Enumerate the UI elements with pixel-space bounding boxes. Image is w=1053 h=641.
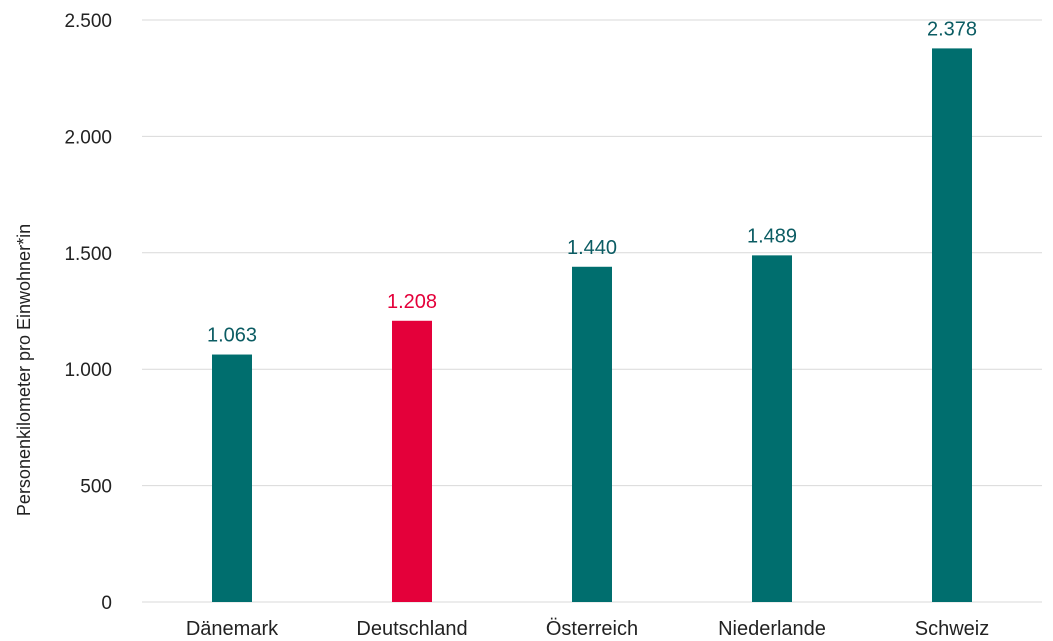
- x-category-label: Schweiz: [915, 618, 989, 640]
- bar: [572, 266, 612, 602]
- x-category-label: Deutschland: [356, 618, 467, 640]
- bar: [212, 354, 252, 602]
- bar-value-label: 1.489: [747, 225, 797, 247]
- x-axis-categories: Dänemark Deutschland Österreich Niederlande…: [186, 618, 989, 640]
- x-category-label: Dänemark: [186, 618, 279, 640]
- bars: [212, 48, 972, 603]
- y-tick-label: 0: [101, 593, 112, 614]
- bar-value-label: 1.208: [387, 291, 437, 313]
- bar-value-label: 1.440: [567, 237, 617, 259]
- x-category-label: Österreich: [546, 618, 638, 640]
- bar: [752, 255, 792, 603]
- y-axis-title: Personenkilometer pro Einwohner*in: [14, 224, 34, 516]
- y-tick-label: 500: [80, 477, 112, 498]
- bar-value-label: 2.378: [927, 18, 977, 40]
- y-tick-label: 1.000: [64, 360, 112, 381]
- value-labels: 1.063 1.208 1.440 1.489 2.378: [207, 18, 977, 346]
- bar: [932, 48, 972, 602]
- y-tick-label: 2.000: [64, 127, 112, 148]
- bar: [392, 320, 432, 602]
- x-category-label: Niederlande: [718, 618, 826, 640]
- y-tick-label: 1.500: [64, 244, 112, 265]
- y-tick-label: 2.500: [64, 11, 112, 32]
- bar-value-label: 1.063: [207, 325, 257, 347]
- y-axis-ticks: 0 500 1.000 1.500 2.000 2.500: [64, 11, 112, 614]
